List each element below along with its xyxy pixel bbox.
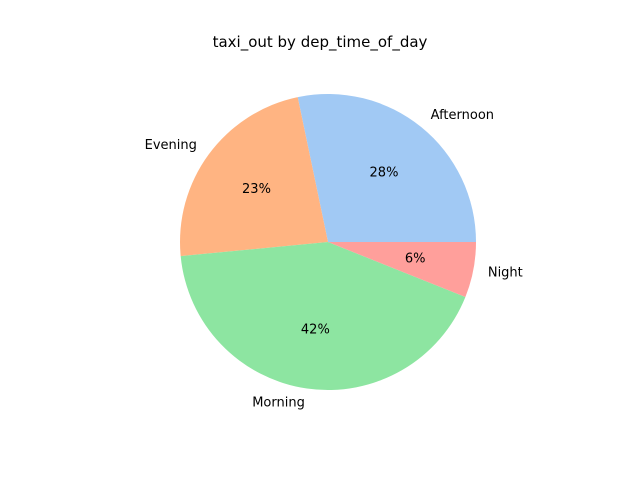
pie-pct-label-evening: 23% xyxy=(242,182,271,197)
pie-slices xyxy=(179,94,476,391)
pie-labels: 28% Afternoon 23% Evening 42% Morning 6% Night xyxy=(145,108,523,410)
pie-slice-night xyxy=(328,242,476,298)
pie-slice-afternoon xyxy=(297,94,476,242)
chart-title: taxi_out by dep_time_of_day xyxy=(212,33,428,51)
pie-category-label-night: Night xyxy=(488,265,523,280)
pie-category-label-evening: Evening xyxy=(145,138,197,153)
pie-pct-label-afternoon: 28% xyxy=(370,166,399,181)
pie-category-label-afternoon: Afternoon xyxy=(431,108,494,123)
pie-pct-label-night: 6% xyxy=(405,251,426,266)
pie-pct-label-morning: 42% xyxy=(301,322,330,337)
pie-slice-evening xyxy=(179,97,328,257)
pie-slice-morning xyxy=(180,242,466,391)
pie-category-label-morning: Morning xyxy=(252,396,305,411)
